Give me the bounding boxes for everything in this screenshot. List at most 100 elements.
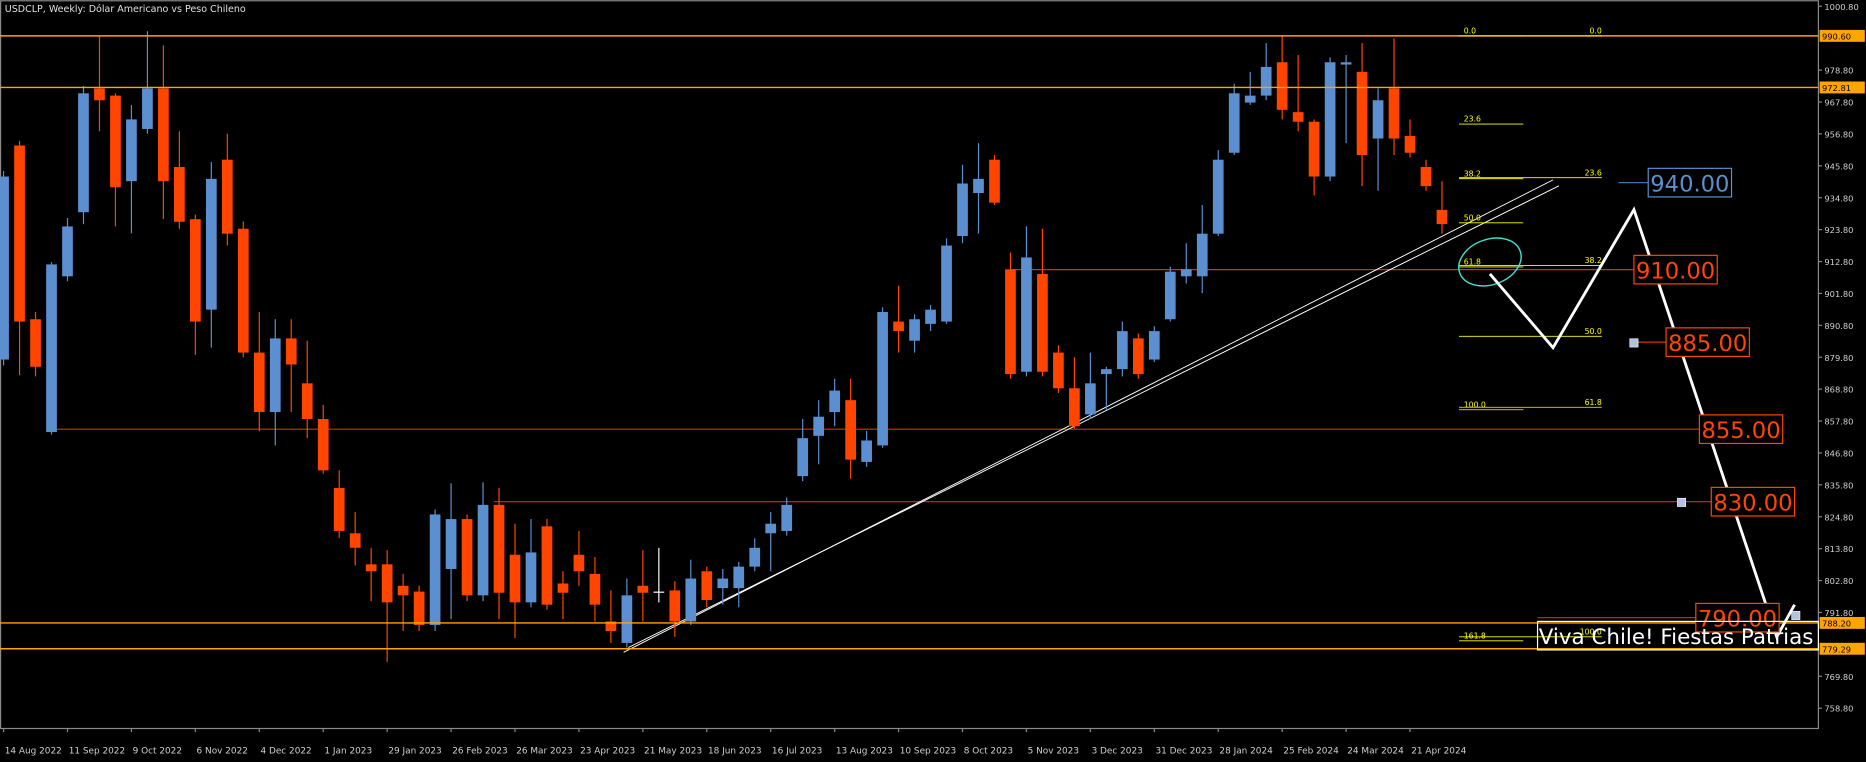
candle-body (1436, 209, 1448, 225)
candle-body (158, 88, 169, 182)
candle-body (126, 119, 137, 182)
candle-body (1244, 95, 1256, 103)
y-tick-label: 901.80 (1824, 289, 1853, 299)
candle-body (333, 488, 345, 531)
candle-body (142, 88, 153, 129)
fib-label: 0.0 (1590, 26, 1602, 35)
candle-body (557, 583, 569, 593)
note-box (1536, 620, 1819, 651)
candle-body (1260, 66, 1272, 96)
candle-body (429, 514, 441, 625)
y-tick-label: 945.80 (1824, 161, 1853, 171)
marker (1791, 610, 1801, 620)
projection-path (1488, 206, 1796, 641)
x-tick-label: 24 Mar 2024 (1347, 746, 1404, 756)
y-tick-label: 967.80 (1824, 98, 1853, 108)
x-tick-label: 11 Sep 2022 (69, 746, 125, 756)
candle-body (174, 166, 185, 222)
candle-body (621, 595, 633, 643)
x-tick-label: 8 Oct 2023 (964, 746, 1013, 756)
x-tick-label: 29 Jan 2023 (388, 746, 441, 756)
marker (1629, 338, 1639, 348)
candle-body (285, 338, 297, 365)
level-label: 855.00 (1701, 418, 1780, 444)
candle-body (0, 176, 9, 360)
x-tick-label: 26 Feb 2023 (452, 746, 507, 756)
candle-body (397, 585, 409, 596)
candle-body (1053, 352, 1064, 389)
x-tick-label: 21 Apr 2024 (1411, 746, 1466, 756)
candle-body (733, 566, 745, 589)
x-tick-label: 18 Jun 2023 (708, 746, 762, 756)
price-label: 972.81 (1822, 83, 1851, 93)
x-tick-label: 13 Aug 2023 (836, 746, 893, 756)
fib-label: 23.6 (1585, 168, 1602, 177)
fib-label: 61.8 (1464, 258, 1481, 267)
x-tick-label: 1 Jan 2023 (324, 746, 372, 756)
fib-label: 50.0 (1464, 213, 1481, 222)
level-box (1633, 254, 1718, 285)
candle-body (605, 621, 617, 632)
fib-label: 38.2 (1585, 256, 1602, 265)
candle-body (62, 226, 73, 277)
candle-body (989, 159, 1000, 203)
level-box (1698, 414, 1784, 445)
candle-body (110, 95, 121, 188)
x-tick-label: 16 Jul 2023 (772, 746, 822, 756)
x-tick-label: 5 Nov 2023 (1028, 746, 1079, 756)
candle-body (509, 554, 521, 603)
candle-body (1292, 112, 1304, 122)
candle-body (1164, 271, 1176, 320)
y-tick-label: 890.80 (1824, 321, 1853, 331)
candle-body (477, 504, 489, 596)
candle-body (445, 519, 457, 569)
channel-line (628, 185, 1560, 648)
level-label: 910.00 (1636, 259, 1715, 285)
candle-body (861, 440, 872, 462)
fib-label: 100.0 (1580, 627, 1602, 636)
level-box (1647, 167, 1733, 198)
y-tick-label: 912.80 (1824, 257, 1853, 267)
candle-body (78, 93, 89, 213)
plot-border (0, 0, 1819, 730)
price-label: 779.29 (1822, 644, 1851, 654)
candle-body (797, 438, 809, 477)
candle-body (1148, 331, 1160, 360)
candle-body (1212, 159, 1224, 234)
fib-label: 38.2 (1464, 169, 1481, 178)
level-label: 885.00 (1668, 331, 1747, 357)
candle-body (1340, 62, 1352, 65)
candle-body (1085, 383, 1096, 415)
chart-title: USDCLP, Weekly: Dólar Americano vs Peso … (5, 4, 246, 15)
x-tick-label: 6 Nov 2022 (197, 746, 248, 756)
candle-body (893, 321, 904, 332)
candle-body (381, 564, 393, 603)
candle-body (1388, 88, 1400, 139)
candle-body (94, 88, 105, 101)
candle-body (781, 504, 793, 531)
candle-body (1116, 331, 1128, 370)
x-tick-label: 14 Aug 2022 (5, 746, 62, 756)
candle-body (221, 159, 233, 234)
x-tick-label: 31 Dec 2023 (1155, 746, 1212, 756)
level-box (1695, 602, 1780, 633)
candle-body (1005, 269, 1016, 375)
candle-body (1180, 269, 1192, 277)
candle-body (46, 264, 57, 433)
candle-body (941, 245, 952, 322)
y-tick-label: 868.80 (1824, 385, 1853, 395)
candle-body (1037, 273, 1048, 372)
price-label-box (1819, 642, 1865, 655)
y-tick-label: 978.80 (1824, 66, 1853, 76)
level-box (1710, 486, 1796, 517)
candle-body (669, 590, 681, 622)
candle-body (493, 504, 505, 593)
fib-label: 100.0 (1464, 400, 1486, 409)
candle-body (317, 419, 329, 471)
x-tick-label: 23 Apr 2023 (580, 746, 635, 756)
candle-body (1132, 338, 1144, 375)
candle-body (637, 585, 649, 593)
fib-label: 61.8 (1585, 398, 1602, 407)
x-tick-label: 3 Dec 2023 (1092, 746, 1143, 756)
